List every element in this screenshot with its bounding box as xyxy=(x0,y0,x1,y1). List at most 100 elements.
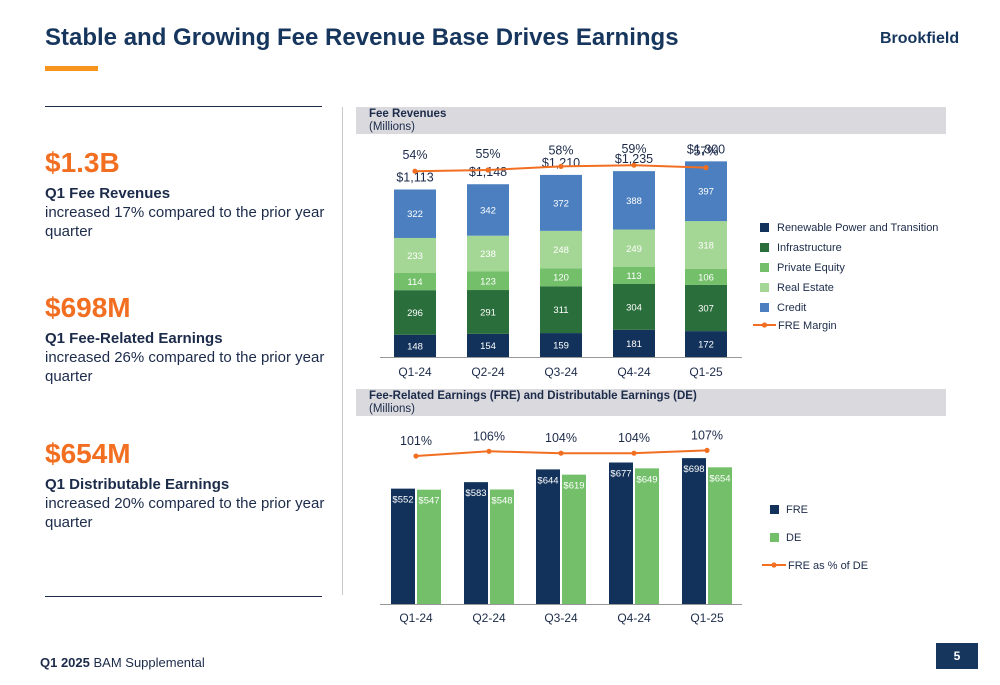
bar-fre xyxy=(464,482,488,604)
fre-as-pct-de-point xyxy=(558,450,564,456)
fre-de-chart: $552 $547 Q1-24 $583 $548 Q2-24 $644 $619 Q3-24 $… xyxy=(380,428,868,625)
bar-total-label: $1,300 xyxy=(687,142,725,156)
legend-swatch xyxy=(760,303,769,312)
bar-value-label: $644 xyxy=(537,475,558,486)
bar-value-label: $619 xyxy=(563,481,584,492)
bar-value-label: $677 xyxy=(610,469,631,480)
chart-subtitle: (Millions) xyxy=(369,121,415,133)
bar-de xyxy=(490,489,514,604)
fre-margin-point xyxy=(558,163,564,169)
bar-segment-label: 311 xyxy=(553,305,568,316)
fee-revenues-header: Fee Revenues (Millions) xyxy=(356,107,946,134)
fre-de-header: Fee-Related Earnings (FRE) and Distribut… xyxy=(356,389,946,416)
fre-as-pct-de-label: 104% xyxy=(618,431,650,445)
page-title: Stable and Growing Fee Revenue Base Driv… xyxy=(45,24,679,51)
bar-segment-label: 296 xyxy=(407,308,423,319)
fre-margin-point xyxy=(703,165,709,171)
x-tick-label: Q4-24 xyxy=(617,365,651,379)
bar-segment-label: 106 xyxy=(698,272,714,283)
stat-value: $654M xyxy=(45,438,131,469)
x-tick-label: Q1-24 xyxy=(399,611,433,625)
bar-segment-real-estate xyxy=(467,235,509,272)
bar-segment-label: 181 xyxy=(626,339,642,350)
stat-distributable-earnings: $654M Q1 Distributable Earnings increase… xyxy=(45,437,335,532)
stat-label: Q1 Fee-Related Earnings xyxy=(45,330,223,347)
bar-segment-private-equity xyxy=(540,268,582,287)
bar-segment-private-equity xyxy=(394,273,436,291)
brand-logo: Brookfield xyxy=(880,30,960,47)
bar-de xyxy=(708,467,732,604)
bar-segment-label: 248 xyxy=(553,245,569,256)
bar-segment-label: 172 xyxy=(698,340,714,351)
chart-title: Fee Revenues xyxy=(369,108,447,120)
x-tick-label: Q2-24 xyxy=(471,365,505,379)
bar-segment-infrastructure xyxy=(467,290,509,334)
page-number: 5 xyxy=(936,643,978,669)
bar-segment-infrastructure xyxy=(540,286,582,334)
bar-segment-private-equity xyxy=(467,271,509,291)
x-tick-label: Q2-24 xyxy=(472,611,506,625)
legend-label: Real Estate xyxy=(777,282,834,294)
bar-segment-label: 342 xyxy=(480,205,496,216)
bar-segment-infrastructure xyxy=(685,284,727,332)
bar-segment-label: 388 xyxy=(626,196,642,207)
bar-segment-label: 154 xyxy=(480,341,496,352)
bar-segment-label: 372 xyxy=(553,198,569,209)
bar-segment-label: 123 xyxy=(480,276,496,287)
bar-segment-label: 291 xyxy=(480,307,496,318)
x-tick-label: Q1-24 xyxy=(398,365,432,379)
bar-segment-real-estate xyxy=(613,229,655,268)
bar-segment-renewable-power-and-transition xyxy=(394,334,436,357)
fre-margin-point xyxy=(631,162,637,168)
legend-line-marker xyxy=(771,562,777,568)
chart-subtitle: (Millions) xyxy=(369,403,415,415)
footer-quarter: Q1 2025 xyxy=(40,655,90,670)
fre-margin-label: 57% xyxy=(693,145,718,159)
stat-value: $1.3B xyxy=(45,147,120,178)
legend-swatch xyxy=(770,533,779,542)
title-accent-bar xyxy=(45,66,98,71)
fre-as-pct-de-point xyxy=(486,448,492,454)
stat-fee-revenues: $1.3B Q1 Fee Revenues increased 17% comp… xyxy=(45,146,335,241)
bar-total-label: $1,113 xyxy=(396,170,433,184)
legend-label: FRE Margin xyxy=(778,320,837,332)
bar-segment-credit xyxy=(613,171,655,230)
stat-fee-related-earnings: $698M Q1 Fee-Related Earnings increased … xyxy=(45,291,335,386)
x-tick-label: Q1-25 xyxy=(690,611,724,625)
bar-total-label: $1,235 xyxy=(615,152,653,166)
bar-segment-infrastructure xyxy=(394,290,436,335)
bar-value-label: $583 xyxy=(465,488,486,499)
bar-segment-label: 397 xyxy=(698,187,714,198)
x-tick-label: Q3-24 xyxy=(544,365,578,379)
bar-de xyxy=(417,489,441,604)
bar-segment-label: 113 xyxy=(626,271,641,282)
bar-value-label: $548 xyxy=(491,495,512,506)
legend-label: FRE xyxy=(786,504,808,516)
bar-segment-label: 307 xyxy=(698,304,714,315)
legend-swatch xyxy=(770,505,779,514)
legend-label: DE xyxy=(786,532,801,544)
fre-margin-label: 59% xyxy=(621,142,646,156)
fre-margin-label: 55% xyxy=(475,147,500,161)
bar-segment-label: 120 xyxy=(553,273,569,284)
bar-segment-label: 233 xyxy=(407,251,423,262)
bar-value-label: $649 xyxy=(636,474,657,485)
bar-segment-renewable-power-and-transition xyxy=(613,329,655,357)
bar-segment-label: 238 xyxy=(480,249,496,260)
fre-as-pct-de-label: 101% xyxy=(400,434,432,448)
fre-margin-label: 54% xyxy=(402,148,427,162)
legend-label: Renewable Power and Transition xyxy=(777,222,938,234)
bar-segment-infrastructure xyxy=(613,284,655,330)
fre-as-pct-de-label: 107% xyxy=(691,428,723,442)
legend-line-marker xyxy=(761,322,768,328)
fre-margin-point xyxy=(485,167,491,173)
legend-label: Credit xyxy=(777,302,806,314)
fre-margin-label: 58% xyxy=(548,143,573,157)
footer: Q1 2025 BAM Supplemental xyxy=(40,655,205,670)
chart-title: Fee-Related Earnings (FRE) and Distribut… xyxy=(369,390,697,402)
fee-revenues-chart: 148 296 114 233 322 $1,113 Q1-24 154 291 123 238 34… xyxy=(380,142,938,379)
fre-as-pct-de-label: 104% xyxy=(545,431,577,445)
legend-label: Private Equity xyxy=(777,262,845,274)
fre-as-pct-de-point xyxy=(413,453,419,459)
x-tick-label: Q3-24 xyxy=(544,611,578,625)
